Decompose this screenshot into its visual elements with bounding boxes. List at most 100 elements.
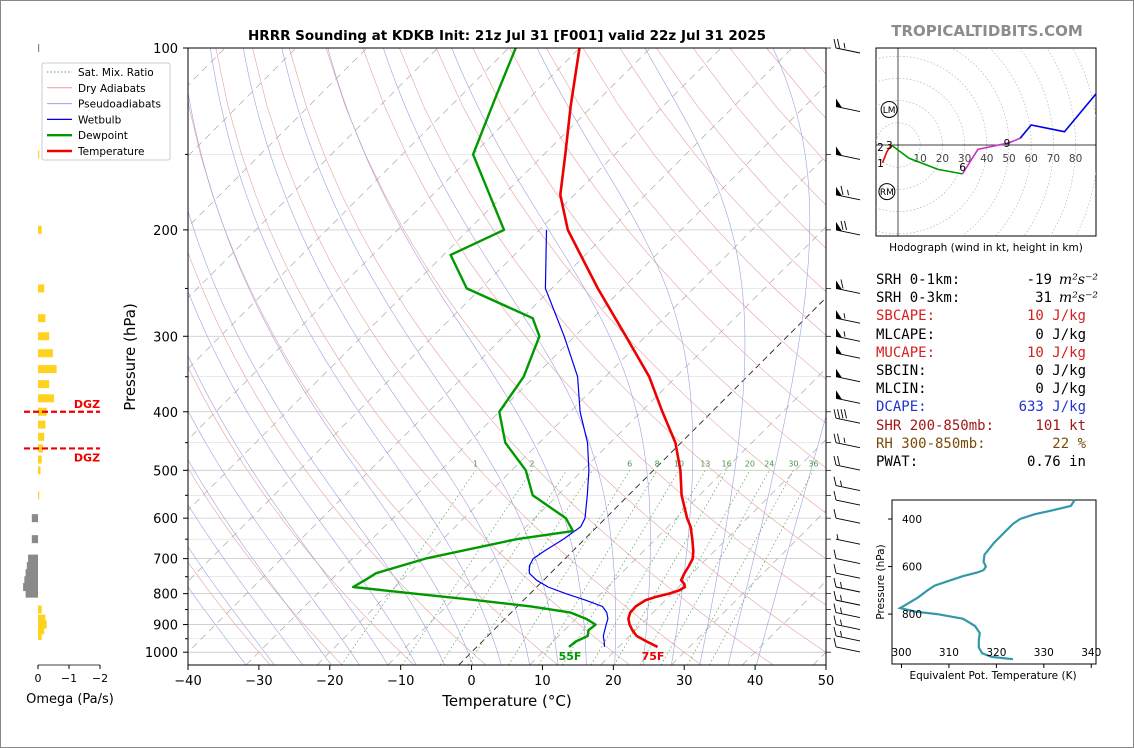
skewt-profiles xyxy=(351,48,695,649)
barb-flag xyxy=(833,409,837,419)
stat-row: SHR 200-850mb: 101 kt xyxy=(876,417,1106,435)
stat-value: 101 kt xyxy=(1035,417,1086,434)
pseudoadiabat xyxy=(188,290,417,665)
y-tick-label: 1000 xyxy=(145,646,178,661)
stat-value: 10 J/kg xyxy=(1026,344,1086,361)
hodo-height-marker: 2 xyxy=(877,142,884,154)
omega-bar xyxy=(38,150,40,159)
surface-dewpoint-label: 55F xyxy=(559,650,582,663)
barb-shaft xyxy=(835,464,861,471)
hodo-ring-label: 80 xyxy=(1069,153,1082,165)
y-tick-label: 700 xyxy=(153,553,178,568)
isotherm xyxy=(188,48,722,582)
omega-bar xyxy=(24,576,38,585)
theta-e-frame xyxy=(891,499,1097,665)
barb-shaft xyxy=(835,635,861,642)
mixing-ratio-label: 8 xyxy=(655,459,660,468)
barb-flag xyxy=(837,455,840,466)
hodo-segment xyxy=(1019,92,1096,139)
wind-barbs xyxy=(833,38,861,653)
barb-half-flag xyxy=(840,480,842,487)
theta-e-x-tick-label: 320 xyxy=(986,647,1006,659)
mixing-ratio-label: 13 xyxy=(700,459,710,468)
mixing-ratio-line xyxy=(439,470,568,665)
barb-flag xyxy=(840,220,844,230)
stat-number: 31 xyxy=(1035,290,1052,307)
isotherm xyxy=(458,297,826,665)
stat-label: MLCIN: xyxy=(876,381,927,398)
pseudoadiabat xyxy=(188,355,389,665)
dewpoint-line xyxy=(351,48,597,648)
stat-row: DCAPE: 633 J/kg xyxy=(876,398,1106,416)
barb-half-flag xyxy=(843,42,846,49)
wind-barb xyxy=(835,146,861,160)
stat-value: 0 J/kg xyxy=(1035,362,1086,379)
wind-barb xyxy=(833,455,861,471)
x-tick-label: 10 xyxy=(534,674,551,689)
stat-row: SBCAPE: 10 J/kg xyxy=(876,307,1106,325)
wind-barb xyxy=(833,577,861,593)
pseudoadiabat xyxy=(188,504,304,665)
isotherm xyxy=(245,84,826,665)
barb-flag xyxy=(833,577,837,588)
stat-label: PWAT: xyxy=(876,453,919,470)
legend: Sat. Mix. Ratio Dry Adiabats Pseudoadiabat… xyxy=(41,62,171,161)
barb-half-flag xyxy=(847,189,849,196)
stat-value: 0 J/kg xyxy=(1035,326,1086,343)
wind-barb xyxy=(833,603,861,619)
omega-bar xyxy=(38,284,45,293)
barb-flag xyxy=(840,279,844,289)
pseudoadiabat xyxy=(383,48,616,665)
pseudoadiabat xyxy=(727,48,811,665)
barb-shaft xyxy=(835,624,861,630)
hodo-height-marker: 3 xyxy=(886,140,893,152)
wind-barb xyxy=(833,490,861,506)
dry-adiabat xyxy=(472,48,826,469)
wind-barb xyxy=(835,220,861,236)
theta-e-y-tick-label: 400 xyxy=(902,514,922,526)
omega-bar xyxy=(31,514,38,523)
wind-barb xyxy=(833,591,861,606)
barb-flag xyxy=(833,637,837,647)
legend-label: Temperature xyxy=(77,146,145,158)
wind-barb xyxy=(833,615,861,630)
barb-shaft xyxy=(835,599,861,606)
isotherm xyxy=(188,48,580,441)
isotherm xyxy=(188,48,509,370)
theta-e-x-tick-label: 310 xyxy=(939,647,959,659)
omega-bar xyxy=(38,466,41,475)
barb-pennant xyxy=(836,368,842,378)
barb-shaft xyxy=(835,586,861,593)
barb-shaft xyxy=(835,47,861,54)
theta-e-line xyxy=(897,499,1076,661)
omega-bar xyxy=(38,225,42,234)
stat-value: 0.76 in xyxy=(1026,453,1086,470)
wind-barb xyxy=(835,534,861,545)
legend-label: Dry Adiabats xyxy=(78,83,146,95)
hodo-ring-label: 50 xyxy=(1002,153,1015,165)
theta-e-y-tick-label: 600 xyxy=(902,562,922,574)
barb-shaft xyxy=(835,538,861,545)
mixing-ratio-label: 1 xyxy=(473,459,478,468)
barb-shaft xyxy=(835,397,861,404)
barb-half-flag xyxy=(840,607,842,614)
wind-barb xyxy=(833,38,861,54)
x-tick-label: −20 xyxy=(316,674,343,689)
mixing-ratio-line xyxy=(687,470,794,665)
wind-barb xyxy=(833,509,861,524)
barb-half-flag xyxy=(840,581,842,588)
barb-pennant xyxy=(836,345,842,355)
omega-bar xyxy=(38,314,46,323)
y-tick-label: 300 xyxy=(153,330,178,345)
mixing-ratio-label: 36 xyxy=(808,459,818,468)
wind-barb xyxy=(833,564,861,579)
mixing-ratio-line xyxy=(538,470,658,665)
pseudoadiabat xyxy=(188,209,445,665)
barb-flag xyxy=(840,409,844,419)
omega-bar xyxy=(38,380,50,389)
y-tick-label: 100 xyxy=(153,42,178,57)
y-axis-label: Pressure (hPa) xyxy=(121,303,139,411)
hodo-ring-label: 20 xyxy=(936,153,949,165)
mixing-ratio-line xyxy=(639,470,751,665)
